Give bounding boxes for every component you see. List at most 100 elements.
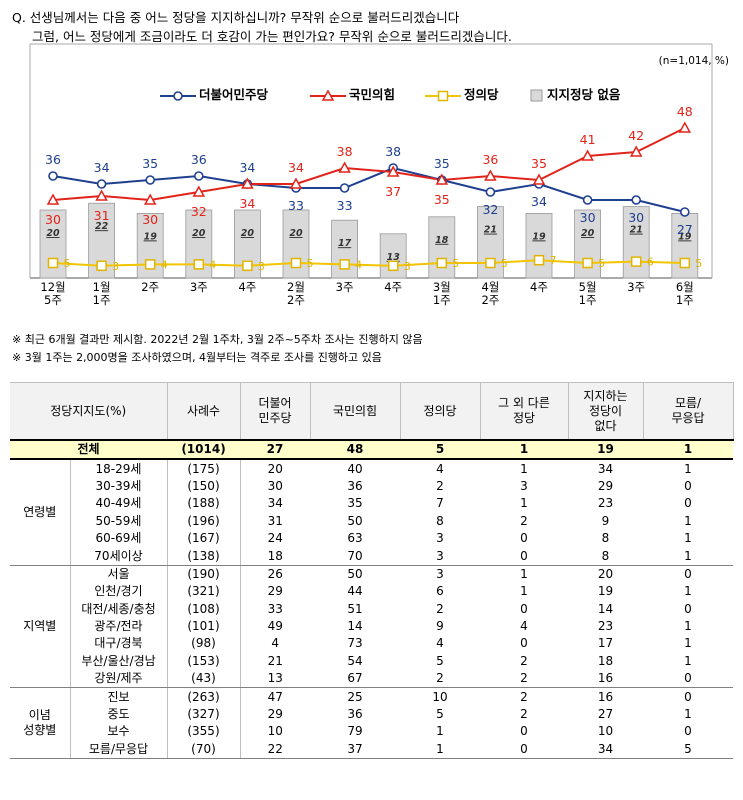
row-count: (190) (167, 565, 241, 584)
total-cell-0: 전체 (10, 438, 167, 461)
label-justice-4: 3 (258, 260, 265, 273)
row-value-2: 2 (400, 670, 480, 689)
line-democratic (52, 166, 686, 213)
point-democratic-13 (679, 207, 690, 217)
table-row: 지역별 서울 (190) 26 50 3 1 20 0 (10, 565, 733, 689)
row-value-3: 2 (520, 513, 528, 528)
row-count: (138) (167, 547, 241, 566)
label-justice-10: 7 (550, 254, 557, 267)
legend-item-1: 국민의힘 (310, 84, 395, 103)
bar-label-none-4: 20 (241, 228, 255, 239)
sample-size-note: (n=1,014, %) (658, 55, 729, 67)
row-count: (355) (167, 723, 241, 741)
table-row: 강원/제주 (43) 13 67 2 2 16 0 (10, 670, 733, 689)
table-row: 40-49세 (188) 34 35 7 1 23 0 (10, 495, 733, 513)
row-value-1: 36 (347, 478, 363, 493)
row-value-5: 0 (684, 478, 692, 493)
row-value-1: 70 (310, 547, 400, 566)
tick-label-12-0: 3주 (627, 280, 645, 294)
bar-none-10 (525, 212, 553, 279)
row-value-2: 2 (436, 478, 444, 493)
row-value-4: 23 (597, 496, 614, 511)
row-value-2: 5 (436, 653, 444, 668)
row-value-5: 0 (684, 496, 692, 511)
point-justice-3 (193, 259, 205, 270)
label-justice-0: 5 (64, 257, 71, 270)
label-ppp-3: 32 (191, 204, 207, 219)
row-value-2: 5 (436, 707, 444, 722)
bar-label-none-5: 20 (289, 228, 303, 239)
row-value-4: 20 (597, 566, 614, 581)
legend-label-1: 국민의힘 (349, 87, 396, 102)
point-ppp-9 (484, 169, 497, 181)
point-democratic-2 (145, 175, 155, 185)
table-row: 부산/울산/경남 (153) 21 54 5 2 18 1 (10, 652, 733, 671)
row-value-1: 35 (347, 496, 363, 511)
point-ppp-10 (532, 173, 546, 185)
row-value-0: 22 (240, 740, 310, 760)
row-label: 광주/전라 (70, 617, 168, 636)
row-value-5: 0 (684, 724, 692, 739)
label-ppp-1: 31 (94, 208, 110, 223)
table-row: 광주/전라 (101) 49 14 9 4 23 1 (10, 617, 733, 636)
row-value-1: 63 (347, 531, 363, 546)
label-ppp-6: 38 (337, 144, 353, 159)
row-value-2: 4 (436, 636, 444, 651)
total-cell-1: (1014) (167, 438, 240, 461)
tick-label-6-0: 3주 (336, 280, 354, 294)
row-value-3: 0 (480, 740, 568, 760)
row-value-4: 29 (597, 478, 614, 493)
row-value-3: 1 (520, 566, 528, 581)
label-justice-9: 5 (501, 257, 508, 270)
label-justice-7: 3 (404, 260, 411, 273)
label-ppp-8: 35 (434, 192, 450, 207)
row-value-2: 3 (400, 547, 480, 566)
row-label: 중도 (70, 705, 168, 724)
row-count: (321) (167, 583, 241, 601)
row-value-0: 13 (240, 670, 310, 689)
point-justice-1 (96, 260, 107, 272)
row-value-4: 18 (597, 653, 614, 668)
row-value-3: 1 (520, 496, 528, 511)
point-democratic-9 (485, 187, 496, 197)
row-value-1: 44 (347, 584, 363, 599)
row-value-1: 79 (347, 724, 363, 739)
label-ppp-2: 30 (142, 212, 158, 227)
legend-marker-3 (530, 87, 544, 102)
row-value-2: 10 (432, 689, 448, 704)
table-row: 보수 (355) 10 79 1 0 10 0 (10, 723, 733, 741)
row-value-5: 5 (643, 740, 733, 760)
bar-label-none-10: 19 (532, 231, 546, 242)
row-value-2: 6 (436, 584, 444, 599)
tick-label-3-0: 3주 (190, 280, 208, 294)
row-value-1: 50 (347, 566, 363, 581)
row-value-2: 1 (400, 740, 480, 760)
row-value-1: 40 (347, 461, 363, 476)
label-democratic-13: 27 (677, 222, 693, 237)
point-justice-7 (387, 260, 399, 272)
row-value-5: 1 (684, 531, 692, 546)
row-value-4: 34 (597, 461, 614, 476)
row-count: (153) (167, 652, 241, 671)
table-row: 대구/경북 (98) 4 73 4 0 17 1 (10, 635, 733, 653)
row-value-3: 2 (520, 707, 528, 722)
row-value-3: 0 (480, 547, 568, 566)
legend-marker-1 (310, 87, 346, 102)
table-row: 연령별 18-29세 (175) 20 40 4 1 34 1 (10, 459, 733, 566)
row-value-0: 34 (267, 496, 283, 511)
legend-marker-0 (160, 87, 196, 102)
table-row: 대전/세종/충청 (108) 33 51 2 0 14 0 (10, 600, 733, 618)
line-ppp (52, 127, 686, 202)
row-value-1: 50 (347, 513, 363, 528)
tick-label-11-1: 1주 (579, 293, 597, 307)
row-value-5: 0 (643, 670, 733, 689)
total-cell-7: 1 (643, 438, 733, 461)
tick-label-5-1: 2주 (287, 293, 305, 307)
point-justice-2 (144, 259, 156, 270)
row-value-0: 31 (267, 513, 283, 528)
point-ppp-6 (338, 161, 351, 173)
label-justice-6: 4 (355, 258, 362, 271)
row-value-2: 7 (436, 496, 444, 511)
row-value-3: 0 (520, 724, 528, 739)
row-value-0: 10 (267, 724, 283, 739)
